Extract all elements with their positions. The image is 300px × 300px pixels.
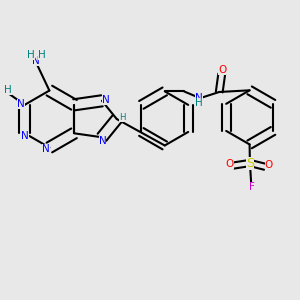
- Text: F: F: [249, 182, 255, 191]
- Text: N: N: [42, 144, 50, 154]
- Text: H: H: [195, 98, 203, 108]
- Text: N: N: [102, 95, 110, 105]
- Text: O: O: [218, 65, 226, 75]
- Text: N: N: [32, 56, 40, 66]
- Text: S: S: [246, 157, 254, 169]
- Text: N: N: [195, 94, 203, 103]
- Text: O: O: [226, 159, 234, 169]
- Text: H: H: [4, 85, 12, 94]
- Text: N: N: [21, 131, 29, 141]
- Text: H: H: [38, 50, 45, 60]
- Text: H: H: [119, 113, 126, 122]
- Text: O: O: [265, 160, 273, 170]
- Text: H: H: [27, 50, 35, 60]
- Text: N: N: [17, 99, 25, 109]
- Text: N: N: [99, 136, 106, 146]
